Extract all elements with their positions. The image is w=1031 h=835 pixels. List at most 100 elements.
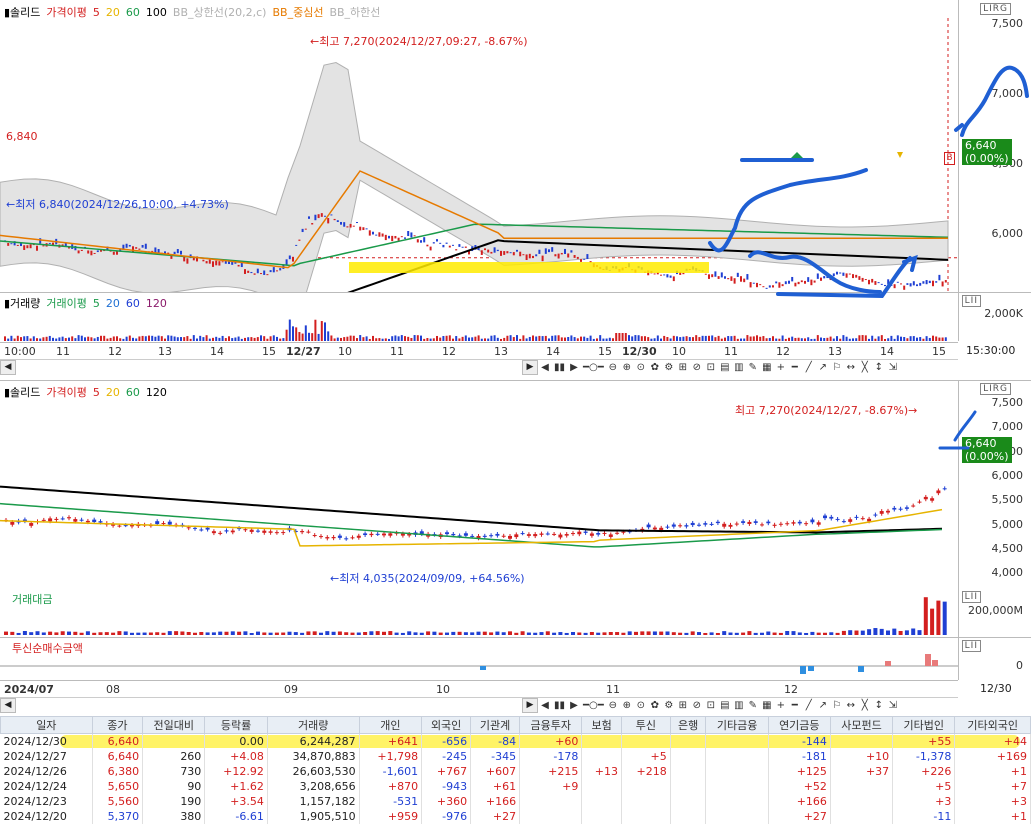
daily-legend-item[interactable]: 가격이평 [46,386,87,399]
toolbar-tool-icon[interactable]: ▶ [570,699,578,711]
table-row[interactable]: 2024/12/20 5,370 380 -6.61 1,905,510 +959 -976… [0,809,1031,824]
column-header[interactable]: 개인 [358,716,423,734]
toolbar-tool-icon[interactable]: ↗ [818,699,827,711]
toolbar-tool-icon[interactable]: ⊖ [608,699,617,711]
toolbar-tool-icon[interactable]: ━○━ [583,699,604,711]
column-header[interactable]: 전일대비 [142,716,206,734]
toolbar-tool-icon[interactable]: ◀ [541,699,549,711]
toolbar-tool-icon[interactable]: ▮▮ [554,699,566,711]
investor-trading-table[interactable]: 일자 종가 전일대비 등락률 거래량 개인 외국인 기관계 금융투자 보험 투신 은행 기타금융 연기금등… [0,716,1031,824]
column-header[interactable]: 기관계 [470,716,521,734]
daily-price-axis[interactable]: LIRG 7,5007,0006,5006,0005,5005,0004,500… [958,381,1031,589]
toolbar-tool-icon[interactable]: ✿ [650,699,659,711]
toolbar-tool-icon[interactable]: ▥ [734,699,744,711]
toolbar-tool-icon[interactable]: ↔ [846,361,855,373]
column-header[interactable]: 거래량 [266,716,360,734]
toolbar-tool-icon[interactable]: ╱ [805,699,812,711]
column-header[interactable]: 외국인 [421,716,472,734]
toolbar-tool-icon[interactable]: ✎ [748,699,757,711]
toolbar-tool-icon[interactable]: ✿ [650,361,659,373]
intraday-legend-item[interactable]: 가격이평 [46,6,87,19]
volume-legend-item[interactable]: 5 [92,296,100,310]
toolbar-tool-icon[interactable]: ↔ [846,699,855,711]
table-row[interactable]: 2024/12/23 5,560 190 +3.54 1,157,182 -531 +360… [0,794,1031,809]
daily-lrg-toggle[interactable]: LIRG [980,383,1011,395]
toolbar-tool-icon[interactable]: ⇲ [888,699,897,711]
intraday-volume-panel[interactable]: ▮거래량 거래이평 5 20 60 120 LII 2,000K [0,293,1031,341]
toolbar-tool-icon[interactable]: ⊞ [678,699,687,711]
intraday-legend-item[interactable]: 100 [145,5,167,19]
toolbar-tool-icon[interactable]: ▶ [570,361,578,373]
toolbar-tool-icon[interactable]: ⊘ [692,361,701,373]
intraday-legend-item[interactable]: 60 [125,5,140,19]
toolbar-tool-icon[interactable]: ⊘ [692,699,701,711]
toolbar-tool-icon[interactable]: ⊞ [678,361,687,373]
volume-legend-item[interactable]: 거래이평 [46,297,87,310]
column-header[interactable]: 은행 [669,716,707,734]
toolbar-tool-icon[interactable]: ↕ [874,699,883,711]
toolbar-tool-icon[interactable]: ▥ [734,361,744,373]
daily-legend-item[interactable]: 120 [145,385,167,399]
intraday-legend-item[interactable]: 5 [92,5,100,19]
toolbar-tool-icon[interactable]: ╱ [805,361,812,373]
toolbar-tool-icon[interactable]: ⊖ [608,361,617,373]
column-header[interactable]: 사모펀드 [829,716,894,734]
daily-legend-item[interactable]: 20 [105,385,120,399]
toolbar-tool-icon[interactable]: ━ [791,361,798,373]
column-header[interactable]: 기타금융 [705,716,769,734]
column-header[interactable]: 연기금등 [767,716,831,734]
trust-net-buy-canvas[interactable] [0,638,958,680]
toolbar-tool-icon[interactable]: + [776,361,785,373]
toolbar-tool-icon[interactable]: ▦ [762,361,772,373]
daily-scrollbar[interactable]: ◀ ▶ [0,697,958,713]
volume-lrg-toggle[interactable]: LII [961,295,981,307]
toolbar-tool-icon[interactable]: ◀ [541,361,549,373]
toolbar-tool-icon[interactable]: ╳ [861,699,868,711]
toolbar-tool-icon[interactable]: ⚙ [664,361,674,373]
column-header[interactable]: 등락률 [204,716,268,734]
intraday-legend-item[interactable]: BB_하한선 [329,6,381,19]
toolbar-tool-icon[interactable]: + [776,699,785,711]
table-row[interactable]: 2024/12/24 5,650 90 +1.62 3,208,656 +870 -943 +… [0,779,1031,794]
toolbar-tool-icon[interactable]: ╳ [861,361,868,373]
daily-scroll-right-button[interactable]: ▶ [522,698,538,713]
toolbar-tool-icon[interactable]: ⇲ [888,361,897,373]
volume-legend-item[interactable]: 20 [105,296,120,310]
toolbar-tool-icon[interactable]: ⊙ [636,361,645,373]
table-row[interactable]: 2024/12/26 6,380 730 +12.92 26,603,530 -1,601… [0,764,1031,779]
column-header[interactable]: 종가 [91,716,144,734]
toolbar-tool-icon[interactable]: ⊕ [622,699,631,711]
intraday-price-panel[interactable]: ▮솔리드 가격이평 5 20 60 100 BB_상한선(20,2,c) BB_중심선 BB_하… [0,0,1031,293]
column-header[interactable]: 일자 [0,716,93,734]
toolbar-tool-icon[interactable]: ⊡ [706,361,715,373]
trust-net-buy-panel[interactable]: 투신순매수금액 LII 0 [0,638,1031,680]
column-header[interactable]: 기타법인 [892,716,956,734]
volume-legend-item[interactable]: 60 [125,296,140,310]
intraday-chart-toolbar[interactable]: ◀ ▮▮ ▶ ━○━ ⊖ ⊕ ⊙ ✿ ⚙ ⊞ ⊘ ⊡ ▤ ▥ ✎ ▦ + ━ ╱ ↗ ⚐ ↔ ╳ ↕ ⇲ [540,360,898,374]
column-header[interactable]: 투신 [620,716,671,734]
toolbar-tool-icon[interactable]: ▤ [720,361,730,373]
daily-legend-item[interactable]: 5 [92,385,100,399]
trade-amount-canvas[interactable] [0,589,958,637]
toolbar-tool-icon[interactable]: ▮▮ [554,361,566,373]
intraday-legend-item[interactable]: BB_중심선 [272,6,324,19]
trust-lrg-toggle[interactable]: LII [961,640,981,652]
column-header[interactable]: 보험 [581,716,622,734]
toolbar-tool-icon[interactable]: ⚐ [832,361,842,373]
intraday-volume-canvas[interactable] [0,311,958,341]
volume-legend-item[interactable]: ▮거래량 [4,297,41,310]
toolbar-tool-icon[interactable]: ━○━ [583,361,604,373]
intraday-chart-canvas[interactable] [0,18,958,292]
toolbar-tool-icon[interactable]: ↗ [818,361,827,373]
table-row[interactable]: 2024/12/27 6,640 260 +4.08 34,870,883 +1,798-… [0,749,1031,764]
daily-legend-item[interactable]: ▮솔리드 [4,386,41,399]
volume-legend-item[interactable]: 120 [145,296,167,310]
toolbar-tool-icon[interactable]: ▤ [720,699,730,711]
daily-chart-toolbar[interactable]: ◀ ▮▮ ▶ ━○━ ⊖ ⊕ ⊙ ✿ ⚙ ⊞ ⊘ ⊡ ▤ ▥ ✎ ▦ + ━ ╱ ↗ ⚐ ↔ ╳ ↕ ⇲ [540,698,898,712]
daily-chart-canvas[interactable] [0,399,958,589]
intraday-legend-item[interactable]: BB_상한선(20,2,c) [172,6,267,19]
chart-lrg-toggle[interactable]: LIRG [980,3,1011,15]
intraday-scrollbar[interactable]: ◀ ▶ [0,359,958,375]
toolbar-tool-icon[interactable]: ⚙ [664,699,674,711]
